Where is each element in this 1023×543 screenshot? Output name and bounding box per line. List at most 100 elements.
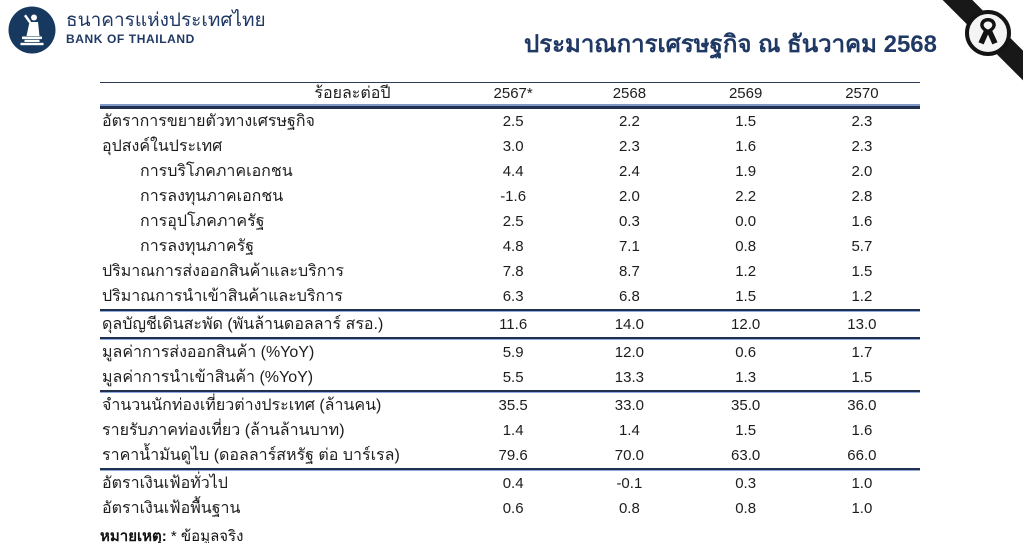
row-value: 1.5 — [851, 369, 873, 386]
row-value: 0.8 — [618, 500, 640, 517]
row-value: 1.6 — [851, 213, 873, 230]
section-divider — [100, 337, 920, 340]
row-value: 79.6 — [498, 447, 528, 464]
row-value: 12.0 — [731, 316, 761, 333]
bank-logo-text: ธนาคารแห่งประเทศไทย BANK OF THAILAND — [66, 6, 266, 47]
row-value: 0.6 — [735, 344, 757, 361]
row-label: ปริมาณการส่งออกสินค้าและบริการ — [102, 263, 344, 280]
bank-name-english: BANK OF THAILAND — [66, 32, 195, 46]
table-row: ปริมาณการส่งออกสินค้าและบริการ 7.8 8.7 1.2 1… — [100, 259, 920, 284]
row-value: 12.0 — [614, 344, 644, 361]
section-divider — [100, 309, 920, 312]
row-value: 6.3 — [502, 288, 524, 305]
column-header-year: 2570 — [845, 85, 879, 102]
row-label: ดุลบัญชีเดินสะพัด (พันล้านดอลลาร์ สรอ.) — [102, 316, 384, 333]
row-value: 70.0 — [614, 447, 644, 464]
table-body: อัตราการขยายตัวทางเศรษฐกิจ 2.5 2.2 1.5 2.3 อุ… — [100, 109, 920, 521]
row-value: 0.8 — [735, 238, 757, 255]
row-value: 1.2 — [735, 263, 757, 280]
row-value: 2.4 — [618, 163, 640, 180]
row-value: 7.1 — [618, 238, 640, 255]
row-value: 6.8 — [618, 288, 640, 305]
table-row: มูลค่าการนำเข้าสินค้า (%YoY) 5.5 13.3 1.3 1.… — [100, 365, 920, 390]
row-value: 0.6 — [502, 500, 524, 517]
row-value: 4.8 — [502, 238, 524, 255]
row-value: 2.5 — [502, 213, 524, 230]
row-value: 1.7 — [851, 344, 873, 361]
row-value: 2.3 — [851, 113, 873, 130]
row-label: การลงทุนภาคเอกชน — [140, 188, 284, 205]
row-value: 1.0 — [851, 500, 873, 517]
row-value: 2.2 — [735, 188, 757, 205]
column-header-year: 2568 — [612, 85, 647, 102]
row-value: 8.7 — [618, 263, 640, 280]
page-title: ประมาณการเศรษฐกิจ ณ ธันวาคม 2568 — [523, 31, 937, 58]
mourning-ribbon-icon — [975, 16, 1001, 51]
table-row: การลงทุนภาครัฐ 4.8 7.1 0.8 5.7 — [100, 234, 920, 259]
row-value: 0.3 — [735, 475, 757, 492]
bank-name-thai: ธนาคารแห่งประเทศไทย — [66, 10, 266, 31]
row-value: 5.9 — [502, 344, 524, 361]
row-value: 2.5 — [502, 113, 524, 130]
footnote-label: หมายเหตุ: — [100, 528, 167, 543]
table-row: ดุลบัญชีเดินสะพัด (พันล้านดอลลาร์ สรอ.) 1… — [100, 312, 920, 337]
column-header-year: 2569 — [728, 85, 763, 102]
table-row: รายรับภาคท่องเที่ยว (ล้านล้านบาท) 1.4 1.4 1… — [100, 418, 920, 443]
row-value: 4.4 — [502, 163, 524, 180]
row-value: 63.0 — [731, 447, 761, 464]
row-value: 1.2 — [851, 288, 873, 305]
row-label: รายรับภาคท่องเที่ยว (ล้านล้านบาท) — [102, 422, 345, 439]
footnote-text: * ข้อมูลจริง — [170, 528, 244, 543]
row-value: 5.5 — [502, 369, 524, 386]
row-value: 13.3 — [614, 369, 644, 386]
row-value: 5.7 — [851, 238, 873, 255]
row-label: อัตราเงินเฟ้อทั่วไป — [102, 475, 228, 492]
row-value: 2.2 — [618, 113, 640, 130]
row-value: 0.3 — [618, 213, 640, 230]
table-row: ราคาน้ำมันดูไบ (ดอลลาร์สหรัฐ ต่อ บาร์เรล… — [100, 443, 920, 468]
row-value: 2.3 — [618, 138, 640, 155]
row-label: ปริมาณการนำเข้าสินค้าและบริการ — [102, 288, 343, 305]
table-row: มูลค่าการส่งออกสินค้า (%YoY) 5.9 12.0 0.6 1.… — [100, 340, 920, 365]
row-value: 13.0 — [847, 316, 877, 333]
row-value: 1.4 — [618, 422, 640, 439]
row-label: อัตราการขยายตัวทางเศรษฐกิจ — [102, 113, 315, 130]
row-value: 66.0 — [847, 447, 877, 464]
row-value: 1.9 — [735, 163, 757, 180]
row-value: 14.0 — [614, 316, 644, 333]
forecast-table: ร้อยละต่อปี 2567* 2568 2569 2570 อัตรากา… — [100, 82, 920, 543]
mourning-ribbon-badge — [965, 10, 1011, 56]
row-value: 1.5 — [851, 263, 873, 280]
table-row: ปริมาณการนำเข้าสินค้าและบริการ 6.3 6.8 1.5 1… — [100, 284, 920, 309]
row-value: 1.4 — [502, 422, 524, 439]
row-value: 11.6 — [499, 316, 528, 333]
row-value: 0.4 — [502, 475, 524, 492]
table-row: การอุปโภคภาครัฐ 2.5 0.3 0.0 1.6 — [100, 209, 920, 234]
row-value: 7.8 — [502, 263, 524, 280]
row-label: อัตราเงินเฟ้อพื้นฐาน — [102, 500, 241, 517]
row-value: 2.8 — [851, 188, 873, 205]
row-label: อุปสงค์ในประเทศ — [102, 138, 223, 155]
table-row: การบริโภคภาคเอกชน 4.4 2.4 1.9 2.0 — [100, 159, 920, 184]
row-value: 1.5 — [735, 288, 757, 305]
table-row: อัตราการขยายตัวทางเศรษฐกิจ 2.5 2.2 1.5 2.3 — [100, 109, 920, 134]
row-value: 1.3 — [735, 369, 757, 386]
row-value: 1.5 — [735, 113, 757, 130]
row-value: 2.0 — [851, 163, 873, 180]
section-divider — [100, 468, 920, 471]
row-value: -1.6 — [500, 188, 527, 205]
row-value: 1.6 — [851, 422, 873, 439]
table-header-row: ร้อยละต่อปี 2567* 2568 2569 2570 — [100, 82, 920, 104]
table-row: การลงทุนภาคเอกชน -1.6 2.0 2.2 2.8 — [100, 184, 920, 209]
row-value: 2.0 — [618, 188, 640, 205]
column-header-year: 2567* — [493, 85, 533, 102]
bank-logo-emblem-icon — [8, 6, 56, 54]
row-value: 3.0 — [502, 138, 524, 155]
row-label: มูลค่าการนำเข้าสินค้า (%YoY) — [102, 369, 314, 386]
row-label: จำนวนนักท่องเที่ยวต่างประเทศ (ล้านคน) — [102, 397, 382, 414]
row-label: การอุปโภคภาครัฐ — [140, 213, 265, 230]
table-row: จำนวนนักท่องเที่ยวต่างประเทศ (ล้านคน) 35.… — [100, 393, 920, 418]
column-header-unit: ร้อยละต่อปี — [314, 85, 391, 102]
row-value: 35.0 — [731, 397, 761, 414]
